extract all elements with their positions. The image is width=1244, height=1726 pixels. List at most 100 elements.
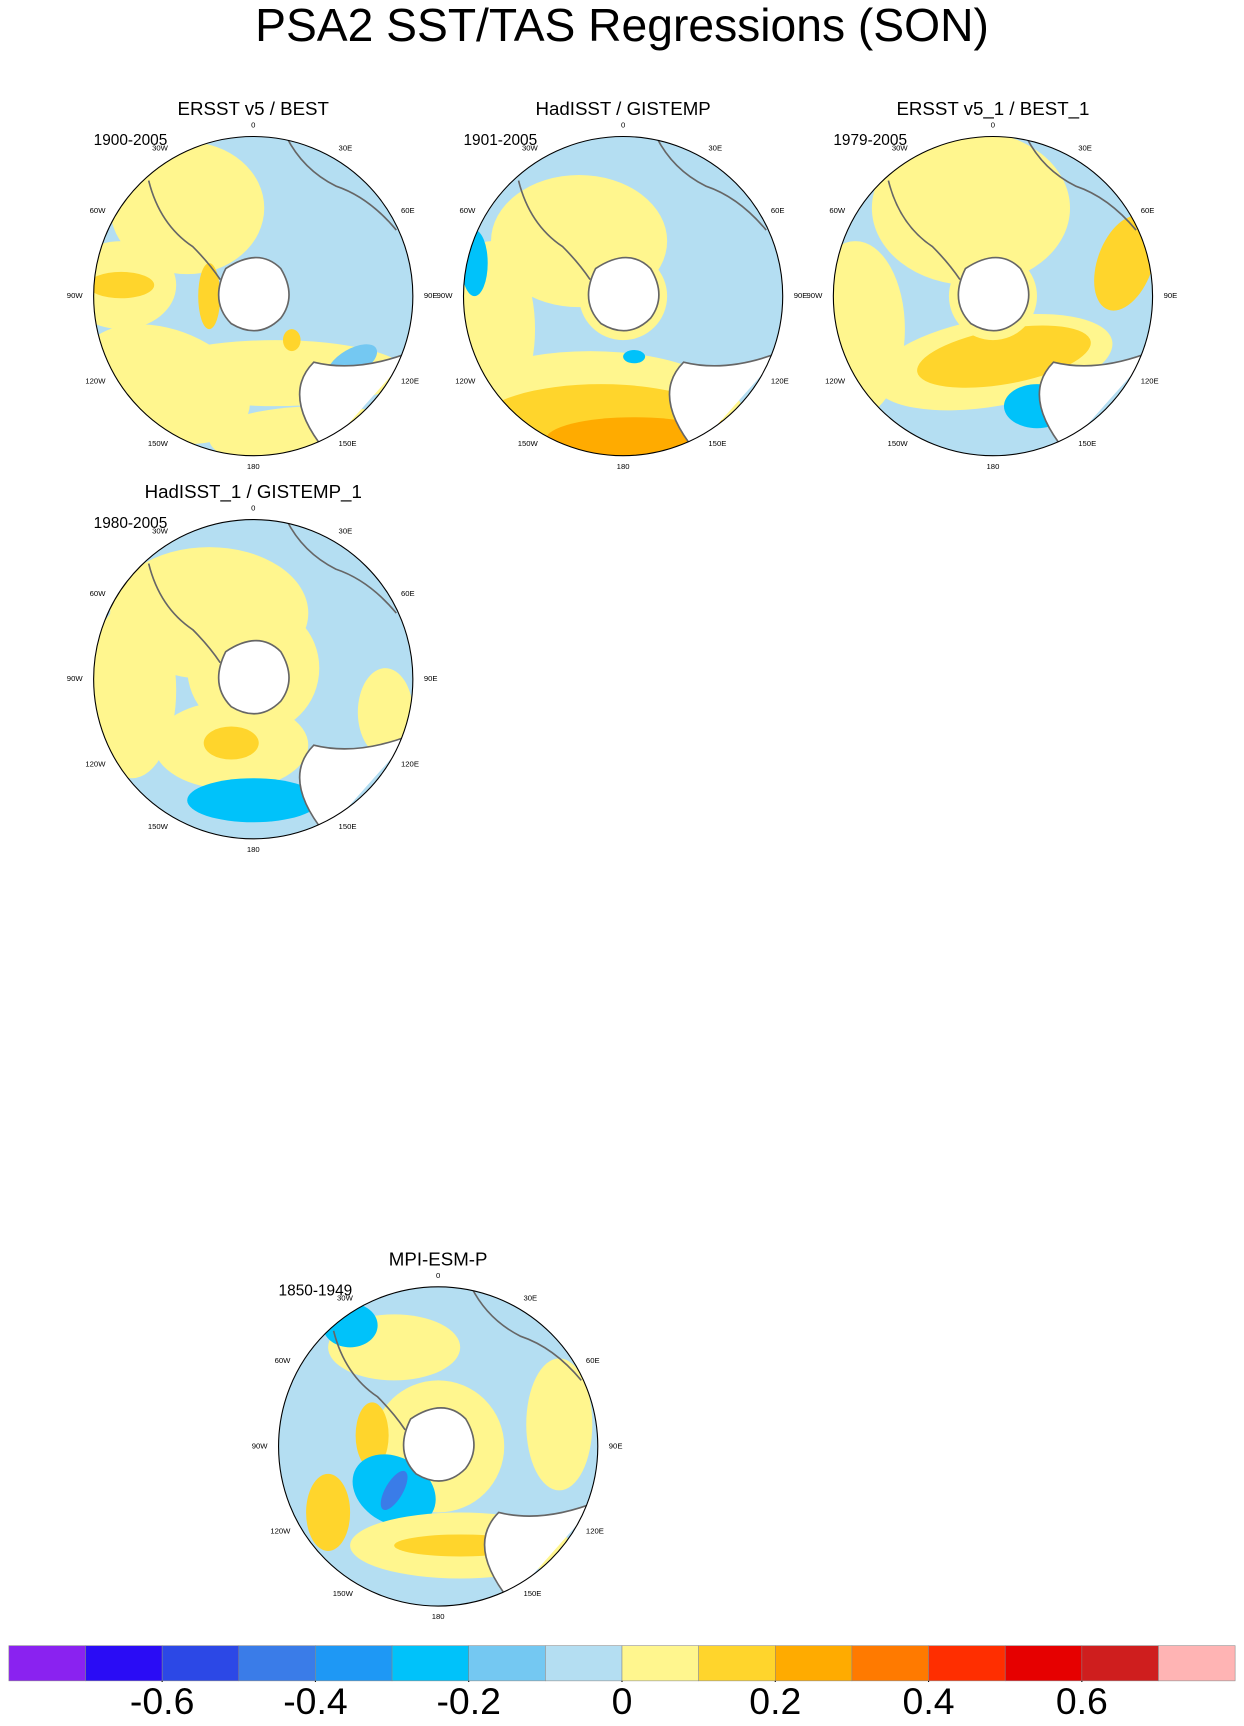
antarctica — [402, 1407, 475, 1482]
colorbar-box — [85, 1645, 163, 1682]
lon-label: 150W — [518, 439, 539, 448]
lon-label: 120E — [586, 1527, 604, 1536]
lon-label: 120W — [270, 1527, 291, 1536]
field-blob — [187, 778, 320, 823]
lon-label: 30W — [152, 143, 169, 152]
map-panel: HadISST / GISTEMP 1901-2005 0 30E 60E 90E 120E… — [437, 98, 808, 471]
lon-label: 60E — [586, 1356, 600, 1365]
lon-label: 90E — [424, 291, 438, 300]
lon-label: 30W — [892, 143, 909, 152]
lon-label: 120E — [1141, 376, 1159, 385]
lon-label: 60W — [460, 206, 477, 215]
map-border — [462, 135, 784, 457]
map-field — [93, 519, 413, 839]
coastline — [655, 136, 767, 231]
map-border — [93, 519, 414, 840]
field-blob — [282, 329, 301, 352]
lon-label: 60E — [401, 206, 415, 215]
coastline — [147, 563, 221, 664]
lon-label: 60E — [401, 589, 415, 598]
lon-label: 150W — [888, 439, 909, 448]
panel-title: MPI-ESM-P — [389, 1248, 488, 1269]
coastline — [285, 136, 397, 231]
lon-label: 90W — [252, 1441, 269, 1450]
map-field — [93, 136, 413, 456]
lon-label: 90W — [807, 291, 824, 300]
lon-label: 60W — [829, 206, 846, 215]
lon-label: 0 — [991, 121, 995, 130]
colorbar-label: 0.2 — [749, 1680, 801, 1722]
coastline — [517, 180, 591, 281]
antarctica — [587, 256, 660, 332]
lon-label: 150E — [1078, 439, 1096, 448]
field-blob — [93, 602, 177, 779]
panel-period: 1900-2005 — [94, 132, 168, 149]
field-blob — [306, 1473, 351, 1551]
lon-label: 90E — [424, 674, 438, 683]
field-blob — [198, 263, 221, 330]
coastline — [483, 1500, 598, 1602]
lon-label: 30E — [1078, 143, 1092, 152]
coastline — [470, 1286, 582, 1381]
panel-period: 1979-2005 — [833, 132, 907, 149]
colorbar-box — [775, 1645, 853, 1682]
colorbar-box — [8, 1645, 86, 1682]
colorbar-box — [315, 1645, 393, 1682]
antarctica — [217, 639, 290, 715]
map-border — [93, 135, 414, 457]
antarctica — [217, 256, 290, 332]
lon-label: 120E — [401, 376, 419, 385]
map-border — [278, 1286, 599, 1607]
lon-label: 60E — [771, 206, 785, 215]
colorbar-box — [545, 1645, 623, 1682]
lon-label: 150W — [148, 822, 169, 831]
lon-label: 60W — [275, 1356, 292, 1365]
field-blob — [380, 1470, 408, 1511]
lon-label: 180 — [617, 462, 630, 471]
lon-label: 60W — [90, 589, 107, 598]
colorbar-label: 0.4 — [903, 1680, 955, 1722]
lon-label: 60E — [1141, 206, 1155, 215]
lon-label: 150W — [333, 1589, 354, 1598]
lon-label: 0 — [436, 1271, 440, 1280]
colorbar-box — [621, 1645, 699, 1682]
field-blob — [463, 230, 488, 297]
lon-label: 30E — [523, 1294, 537, 1303]
lon-label: 90W — [67, 674, 84, 683]
lon-label: 30E — [339, 143, 353, 152]
field-blob — [871, 136, 1071, 286]
colorbar-box — [1158, 1645, 1236, 1682]
colorbar-label: 0.6 — [1056, 1680, 1108, 1722]
colorbar-box — [1081, 1645, 1159, 1682]
colorbar-box — [928, 1645, 1006, 1682]
field-blob — [623, 350, 646, 364]
figure-title: PSA2 SST/TAS Regressions (SON) — [255, 0, 989, 51]
panel-title: HadISST / GISTEMP — [535, 98, 710, 119]
map-field — [833, 136, 1153, 456]
lon-label: 180 — [247, 845, 260, 854]
map-panel: HadISST_1 / GISTEMP_1 1980-2005 0 30E 60E 90E… — [67, 481, 438, 854]
lon-label: 120W — [85, 376, 106, 385]
lon-label: 30E — [708, 143, 722, 152]
lon-label: 0 — [251, 121, 255, 130]
lon-label: 60W — [90, 206, 107, 215]
colorbar-box — [391, 1645, 469, 1682]
map-border — [832, 135, 1154, 457]
lon-label: 180 — [987, 462, 1000, 471]
lon-label: 180 — [432, 1612, 445, 1621]
coastline — [332, 1330, 406, 1431]
field-blob — [357, 668, 413, 757]
coastline — [147, 180, 221, 281]
colorbar-box — [468, 1645, 546, 1682]
map-field — [463, 136, 783, 456]
lon-label: 30E — [339, 526, 353, 535]
lon-label: 150E — [339, 439, 357, 448]
map-field — [278, 1286, 598, 1607]
colorbar-label: -0.4 — [283, 1680, 347, 1722]
colorbar-label: -0.6 — [130, 1680, 194, 1722]
field-blob — [322, 1303, 378, 1348]
lon-label: 150W — [148, 439, 169, 448]
coastline — [298, 733, 413, 834]
lon-label: 90W — [437, 291, 454, 300]
